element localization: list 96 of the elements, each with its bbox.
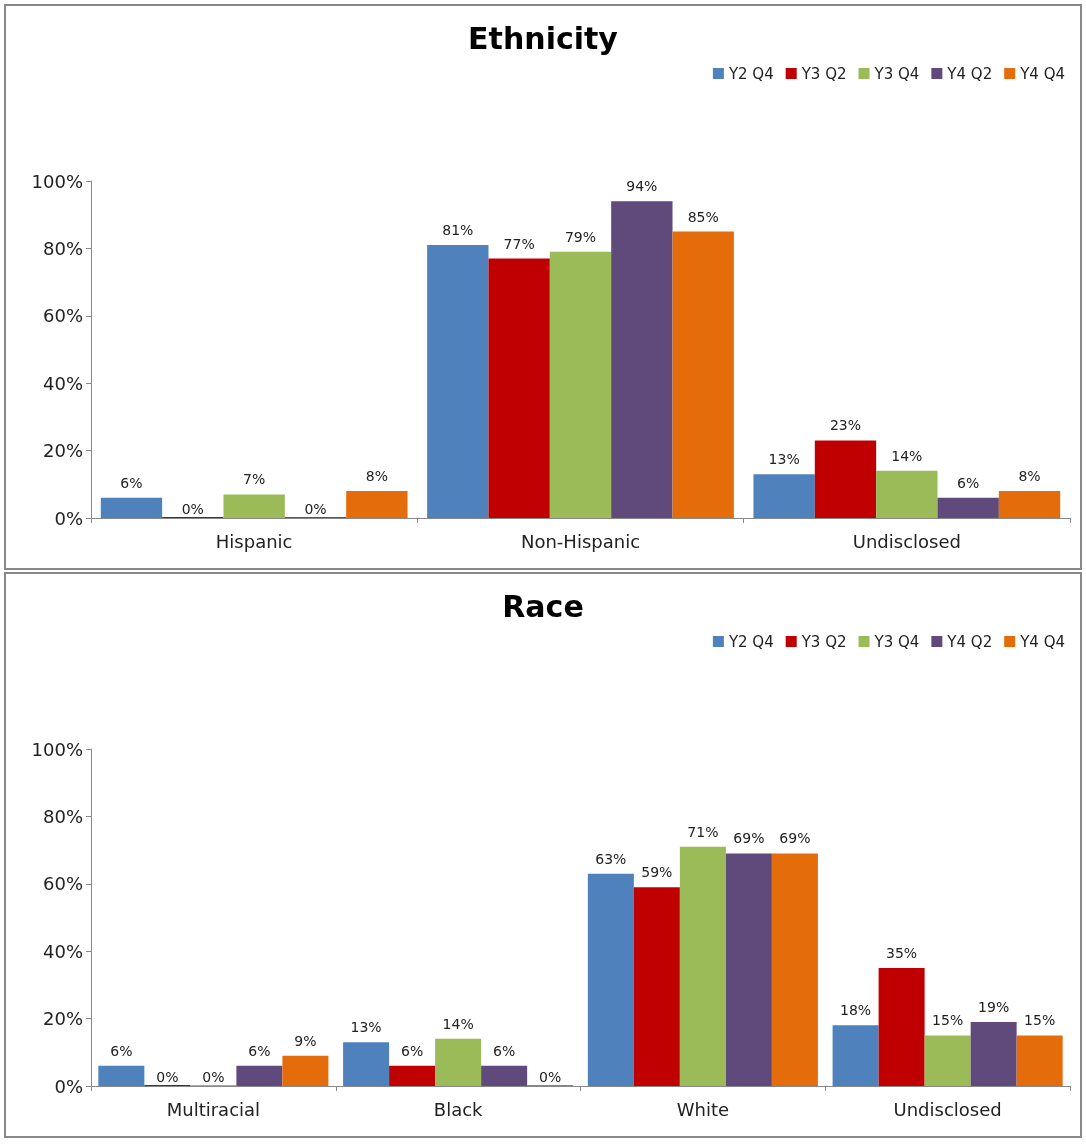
y-tick-label: 40% [42, 372, 83, 394]
data-label: 8% [365, 468, 388, 485]
y-tick-label: 60% [42, 305, 83, 327]
data-label: 6% [110, 1042, 133, 1059]
legend-label: Y2 Q4 [727, 64, 774, 83]
data-label: 15% [1024, 1012, 1056, 1029]
x-tick-label: Black [433, 1098, 484, 1120]
data-label: 15% [932, 1012, 964, 1029]
legend-label: Y2 Q4 [727, 632, 774, 651]
legend-label: Y3 Q2 [800, 64, 847, 83]
data-label: 6% [248, 1042, 271, 1059]
data-label: 59% [641, 864, 673, 881]
data-label: 35% [886, 945, 918, 962]
data-label: 0% [202, 1069, 225, 1085]
data-label: 69% [733, 830, 765, 847]
legend-label: Y3 Q4 [873, 64, 920, 83]
x-tick-label: Undisclosed [852, 530, 961, 552]
y-tick-label: 100% [31, 738, 83, 760]
x-tick-label: Non-Hispanic [520, 530, 641, 552]
data-label: 18% [840, 1002, 872, 1019]
data-label: 6% [120, 474, 143, 491]
bar [937, 497, 999, 518]
data-label: 71% [687, 823, 719, 840]
data-label: 7% [243, 471, 266, 488]
bar [1016, 1035, 1063, 1086]
bar [672, 231, 734, 518]
bar [878, 968, 925, 1086]
bar [679, 846, 726, 1086]
data-label: 13% [350, 1019, 382, 1036]
x-tick-label: White [676, 1098, 730, 1120]
data-label: 81% [442, 222, 474, 239]
x-tick-label: Hispanic [215, 530, 293, 552]
bar [427, 245, 489, 518]
bar [100, 497, 163, 518]
bar [832, 1025, 879, 1086]
chart-title: Ethnicity [468, 20, 619, 56]
data-label: 6% [493, 1042, 516, 1059]
bar [435, 1038, 482, 1086]
data-label: 0% [181, 501, 204, 517]
bar [924, 1035, 971, 1086]
y-tick-label: 20% [42, 440, 83, 462]
data-label: 8% [1018, 468, 1041, 485]
y-tick-label: 0% [54, 507, 83, 529]
data-label: 77% [503, 235, 535, 252]
data-label: 85% [687, 208, 719, 225]
data-label: 94% [626, 178, 658, 195]
bar [814, 440, 877, 518]
data-label: 14% [442, 1015, 474, 1032]
chart-title: Race [502, 588, 584, 624]
legend-label: Y4 Q4 [1019, 632, 1065, 651]
bar [876, 470, 938, 518]
data-label: 69% [779, 830, 811, 847]
y-tick-label: 100% [31, 170, 83, 192]
bar [282, 1055, 329, 1086]
x-tick-label: Multiracial [166, 1098, 261, 1120]
bar [223, 494, 285, 518]
y-tick-label: 80% [42, 237, 83, 259]
bar [970, 1021, 1017, 1086]
data-label: 23% [829, 417, 862, 434]
bar [587, 873, 634, 1086]
y-tick-label: 0% [54, 1075, 83, 1097]
bar [725, 853, 772, 1086]
y-tick-label: 20% [42, 1008, 83, 1030]
bar [389, 1065, 436, 1086]
bar [633, 887, 680, 1086]
y-tick-label: 60% [42, 873, 83, 895]
bar [611, 201, 673, 518]
legend-label: Y3 Q4 [873, 632, 920, 651]
legend-label: Y4 Q4 [1019, 64, 1065, 83]
bar [771, 853, 818, 1086]
legend-label: Y4 Q2 [946, 64, 993, 83]
data-label: 63% [595, 850, 627, 867]
data-label: 79% [564, 228, 597, 245]
data-label: 13% [768, 451, 800, 468]
y-tick-label: 40% [42, 940, 83, 962]
x-tick-label: Undisclosed [893, 1098, 1002, 1120]
data-label: 19% [978, 998, 1010, 1015]
bar [236, 1065, 283, 1086]
data-label: 6% [401, 1042, 424, 1059]
data-label: 6% [957, 474, 980, 491]
bar [488, 258, 550, 518]
data-label: 0% [304, 501, 327, 517]
data-label: 9% [294, 1032, 317, 1049]
y-tick-label: 80% [42, 805, 83, 827]
bar [998, 491, 1061, 518]
data-label: 14% [891, 447, 923, 464]
legend-label: Y4 Q2 [946, 632, 993, 651]
bar [346, 491, 408, 518]
bar [481, 1065, 528, 1086]
bar [753, 474, 815, 518]
bar [343, 1042, 390, 1086]
legend-label: Y3 Q2 [800, 632, 847, 651]
bar [549, 251, 612, 518]
bar [98, 1065, 145, 1086]
data-label: 0% [539, 1069, 562, 1085]
data-label: 0% [156, 1069, 179, 1085]
